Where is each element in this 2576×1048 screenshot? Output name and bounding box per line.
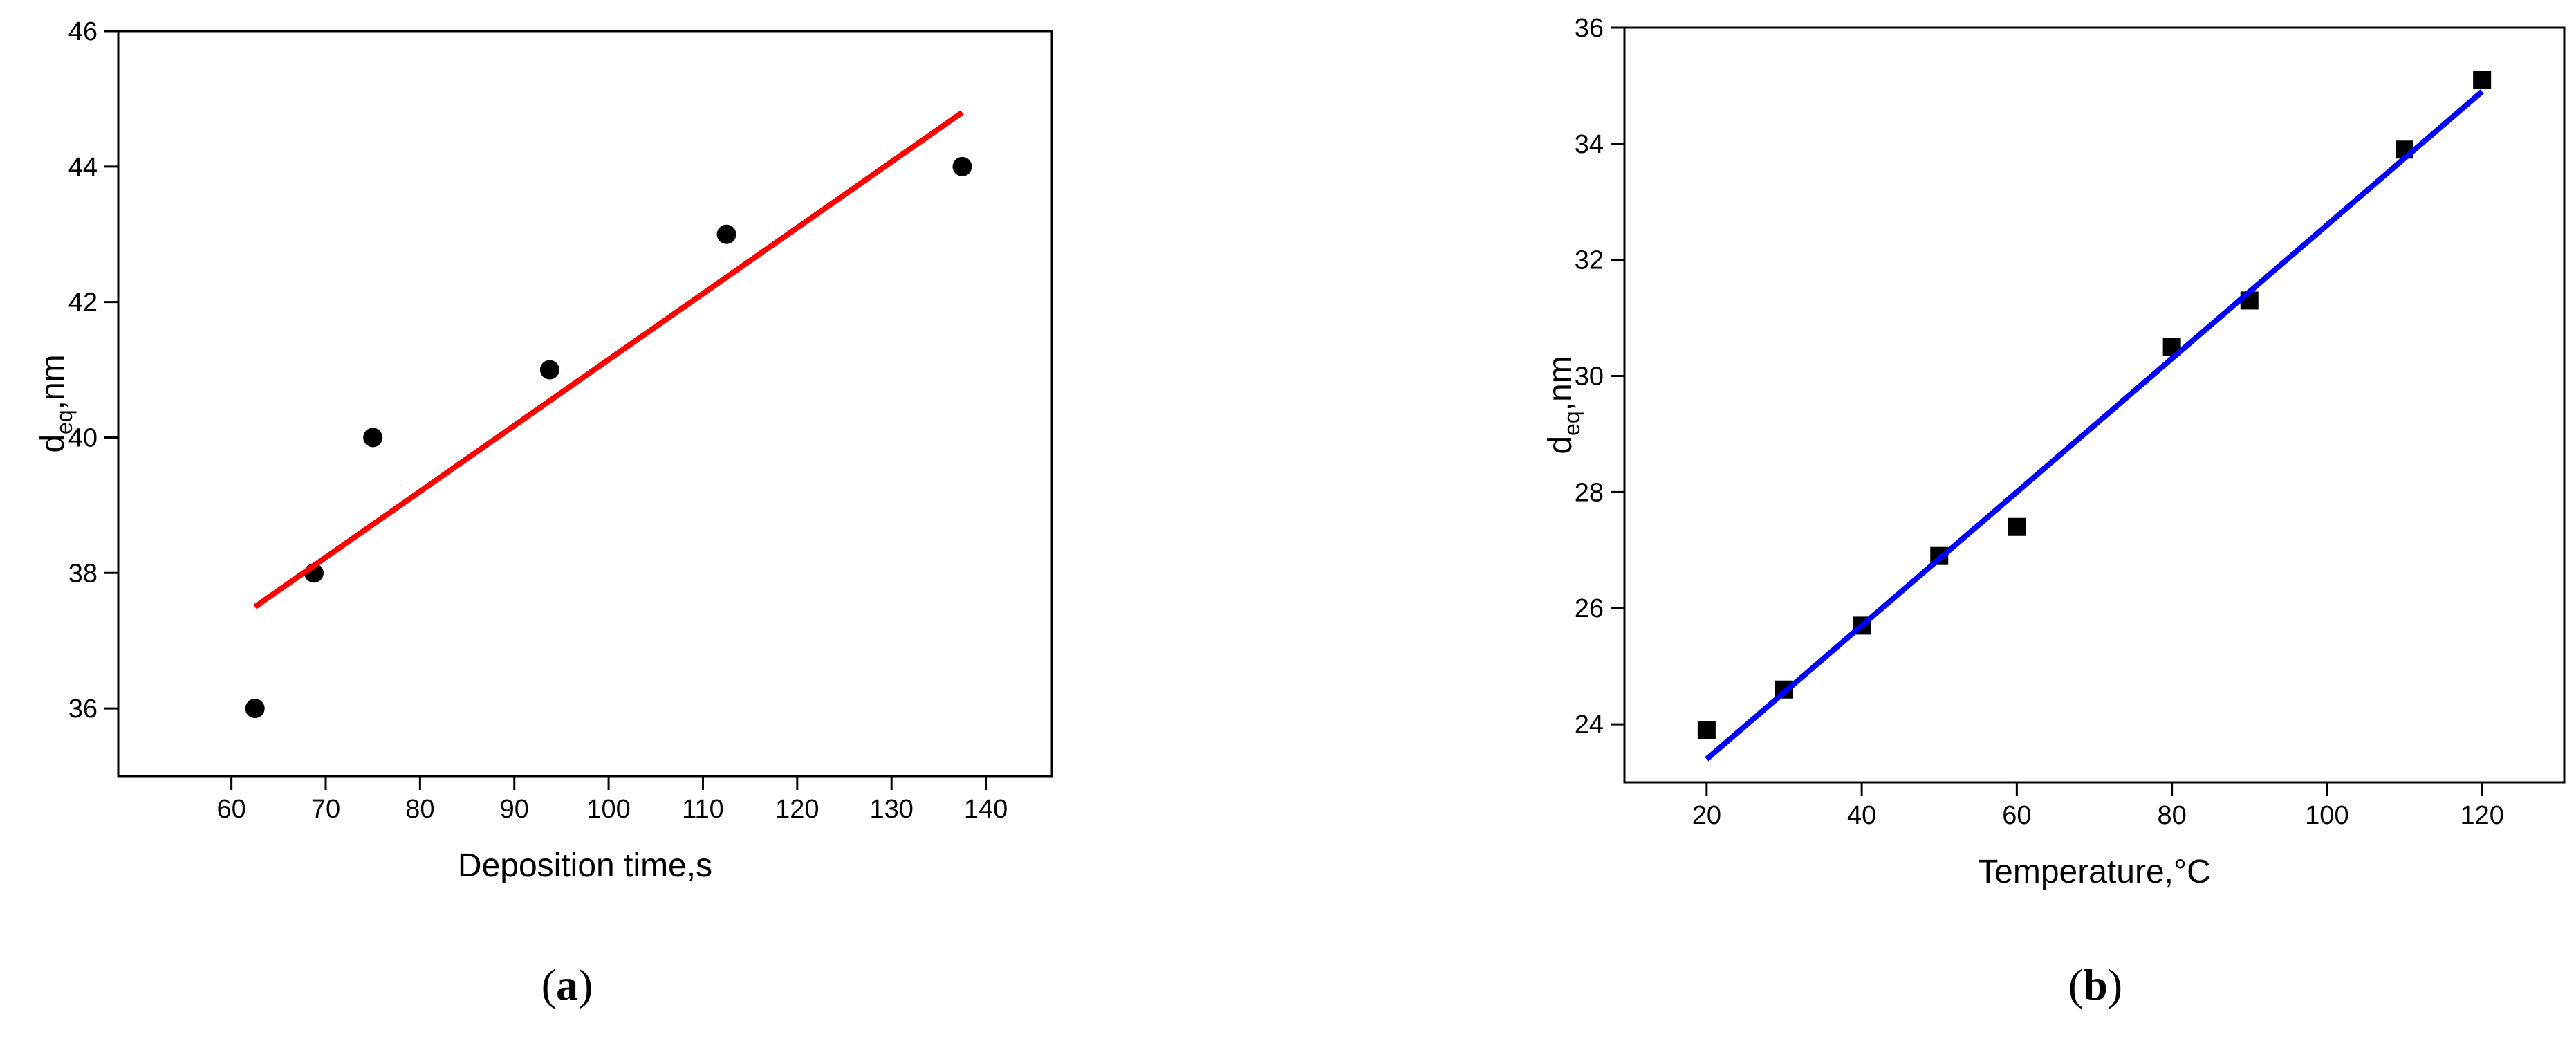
panel-paren: ) <box>578 960 593 1009</box>
panel-label: (b) <box>2068 960 2122 1009</box>
y-label-unit: ,nm <box>35 354 71 410</box>
fit-line <box>1705 89 2484 762</box>
panel-paren: ( <box>541 960 556 1009</box>
data-point <box>2008 517 2026 536</box>
data-point <box>2473 71 2492 89</box>
y-label-main: d <box>1542 436 1579 454</box>
x-tick-label: 100 <box>2305 801 2348 830</box>
panel-letter: b <box>2083 960 2108 1009</box>
panel-paren: ) <box>2108 960 2122 1009</box>
fit-line <box>253 110 964 609</box>
y-label-sub: eq <box>52 410 77 434</box>
data-point <box>245 699 265 719</box>
x-tick-label: 100 <box>586 795 630 824</box>
data-point <box>716 224 736 244</box>
y-tick-label: 36 <box>68 695 98 724</box>
y-tick-label: 38 <box>68 559 98 588</box>
panel-label: (a) <box>541 960 593 1009</box>
x-tick-label: 20 <box>1692 801 1721 830</box>
panel-letter: a <box>556 960 578 1009</box>
x-tick-label: 110 <box>682 795 724 824</box>
x-tick-label: 60 <box>2002 801 2031 830</box>
x-tick-label: 120 <box>775 795 819 824</box>
x-tick-label: 130 <box>869 795 913 824</box>
data-point <box>1697 721 1716 739</box>
data-point <box>363 428 383 448</box>
y-tick-label: 44 <box>68 153 98 182</box>
x-axis-label: Deposition time,s <box>458 847 712 884</box>
y-axis-label: deq,nm <box>35 354 77 452</box>
y-tick-label: 34 <box>1575 130 1604 159</box>
y-tick-label: 46 <box>68 17 98 46</box>
x-tick-label: 60 <box>216 795 245 824</box>
y-tick-label: 40 <box>68 423 98 452</box>
plot-frame <box>1623 26 2566 784</box>
plot-frame <box>117 30 1053 778</box>
y-label-unit: ,nm <box>1542 356 1579 411</box>
y-tick-label: 42 <box>68 288 98 318</box>
y-tick-label: 28 <box>1575 478 1604 507</box>
x-tick-label: 120 <box>2460 801 2503 830</box>
y-tick-label: 26 <box>1575 594 1604 623</box>
y-label-main: d <box>35 434 71 453</box>
y-tick-label: 24 <box>1575 710 1604 739</box>
y-label-sub: eq <box>1559 411 1584 436</box>
x-tick-label: 80 <box>405 795 434 824</box>
y-tick-label: 30 <box>1575 362 1604 392</box>
data-point <box>539 360 559 380</box>
data-point <box>952 156 972 176</box>
x-tick-label: 80 <box>2157 801 2186 830</box>
x-tick-label: 40 <box>1847 801 1876 830</box>
x-tick-label: 70 <box>311 795 340 824</box>
x-axis-label: Temperature,°C <box>1978 854 2211 890</box>
y-axis-label: deq,nm <box>1542 356 1584 454</box>
panel-paren: ( <box>2068 960 2083 1009</box>
x-tick-label: 90 <box>500 795 529 824</box>
x-tick-label: 140 <box>964 795 1008 824</box>
y-tick-label: 36 <box>1575 14 1604 43</box>
y-tick-label: 32 <box>1575 246 1604 275</box>
